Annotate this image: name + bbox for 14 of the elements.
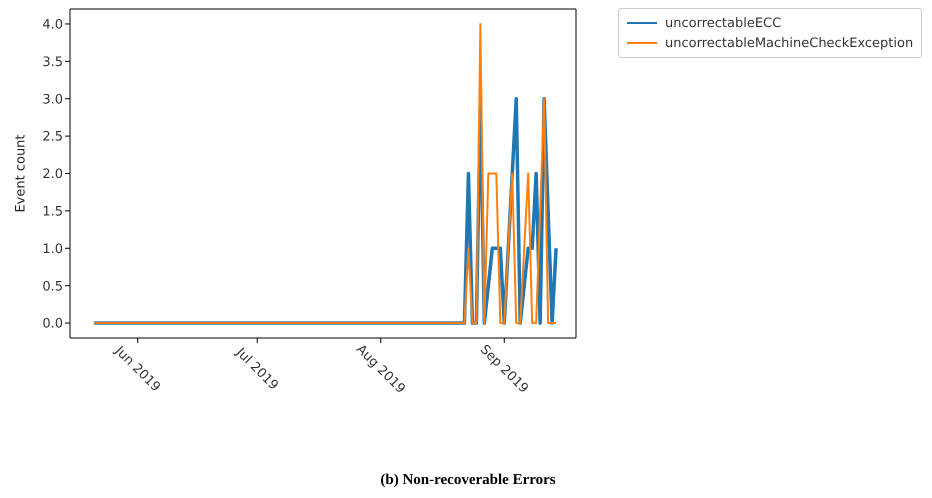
y-tick-label: 3.0 <box>42 92 63 108</box>
y-tick-label: 1.0 <box>42 242 63 257</box>
line-series <box>92 22 558 324</box>
y-tick-label: 0.0 <box>42 316 63 332</box>
y-tick-label: 0.5 <box>42 279 63 294</box>
text: (b) Non-recoverable Errors <box>379 472 557 489</box>
legend-label: uncorrectableECC <box>665 16 782 30</box>
legend-label: uncorrectableMachineCheckException <box>665 36 914 50</box>
y-tick-label: 1.5 <box>42 204 63 220</box>
y-tick-label: 3.5 <box>42 54 63 70</box>
y-tick-label: 2.0 <box>42 167 63 182</box>
y-tick-label: 4.0 <box>42 18 63 33</box>
y-axis-title: Event count <box>14 134 29 213</box>
y-tick-label: 2.5 <box>42 130 63 145</box>
